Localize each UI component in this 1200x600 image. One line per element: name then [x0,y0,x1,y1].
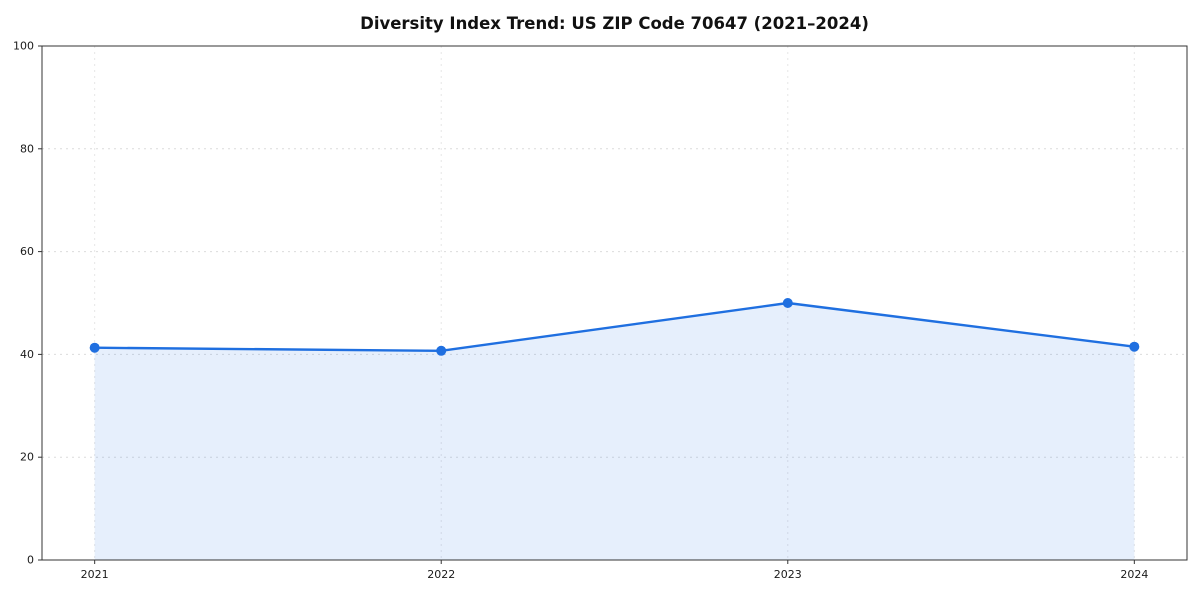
svg-text:40: 40 [20,348,34,361]
svg-text:80: 80 [20,142,34,155]
svg-text:2023: 2023 [774,568,802,581]
svg-text:2024: 2024 [1120,568,1148,581]
chart-title: Diversity Index Trend: US ZIP Code 70647… [360,14,869,33]
svg-text:60: 60 [20,245,34,258]
svg-text:0: 0 [27,554,34,567]
svg-text:2021: 2021 [81,568,109,581]
svg-text:2022: 2022 [427,568,455,581]
svg-text:100: 100 [13,40,34,53]
svg-text:20: 20 [20,451,34,464]
